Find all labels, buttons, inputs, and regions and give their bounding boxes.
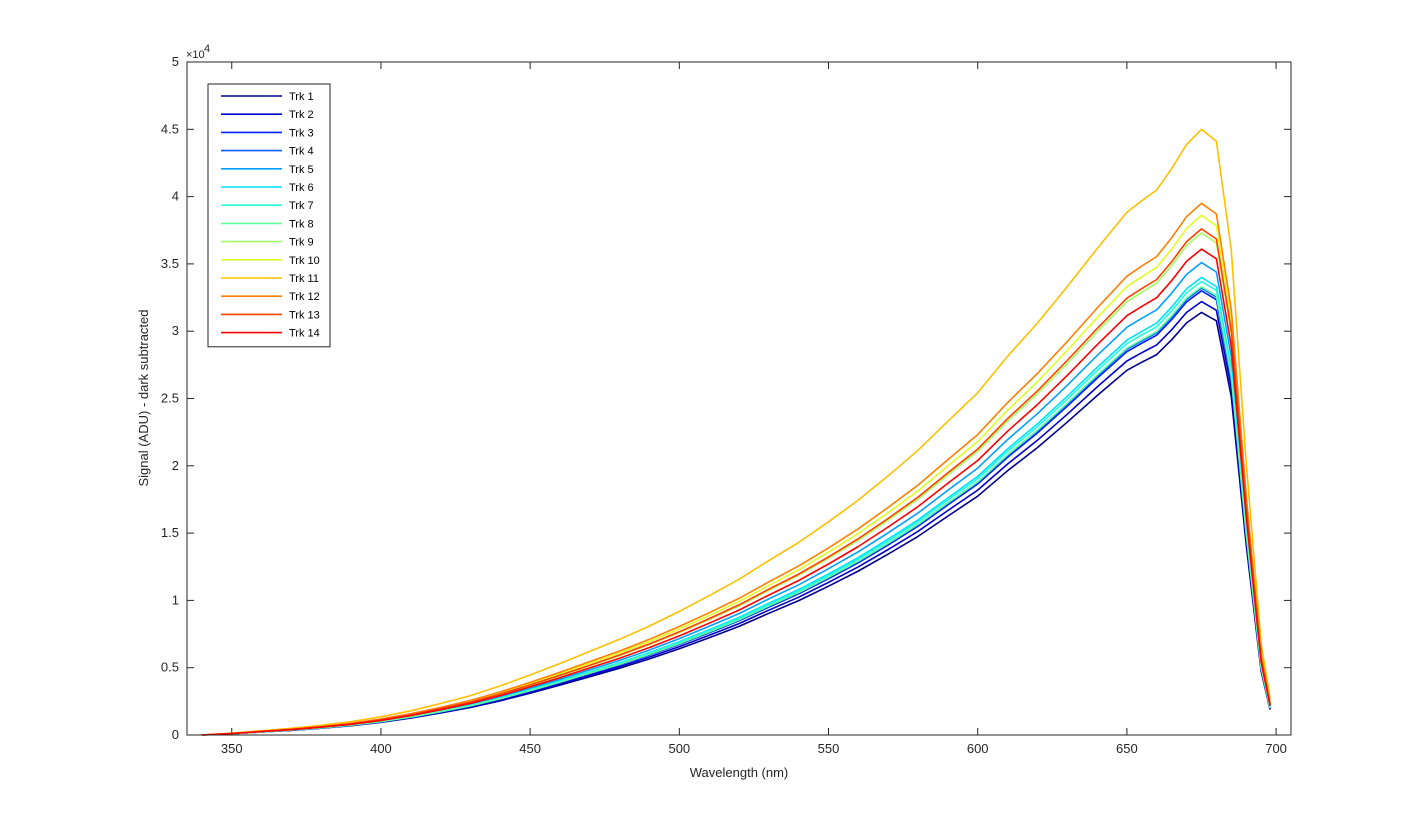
series-line-trk-12 bbox=[201, 202, 1271, 736]
y-tick-label: 0.5 bbox=[161, 660, 179, 675]
y-tick-label: 4 bbox=[172, 189, 179, 204]
y-tick-label: 3.5 bbox=[161, 256, 179, 271]
y-tick-label: 2.5 bbox=[161, 391, 179, 406]
x-tick-label: 550 bbox=[818, 741, 840, 756]
series-line-trk-8 bbox=[201, 286, 1271, 736]
x-tick-label: 350 bbox=[221, 741, 243, 756]
y-multiplier-exponent: 4 bbox=[204, 43, 210, 55]
x-tick-label: 650 bbox=[1116, 741, 1138, 756]
x-tick-label: 700 bbox=[1265, 741, 1287, 756]
x-tick-label: 600 bbox=[967, 741, 989, 756]
x-tick-label: 500 bbox=[668, 741, 690, 756]
y-tick-label: 1 bbox=[172, 592, 179, 607]
legend-label: Trk 6 bbox=[289, 182, 314, 194]
legend-label: Trk 8 bbox=[289, 218, 314, 230]
y-tick-label: 0 bbox=[172, 727, 179, 742]
plot-area bbox=[187, 62, 1291, 735]
series-group bbox=[201, 128, 1271, 736]
legend-label: Trk 12 bbox=[289, 291, 320, 303]
y-tick-label: 3 bbox=[172, 323, 179, 338]
legend-label: Trk 5 bbox=[289, 164, 314, 176]
legend: Trk 1 Trk 2 Trk 3 Trk 4 Trk 5 Trk 6 Trk 7 Trk 8… bbox=[207, 83, 331, 348]
x-tick-label: 450 bbox=[519, 741, 541, 756]
y-tick-label: 4.5 bbox=[161, 121, 179, 136]
legend-box bbox=[207, 83, 331, 348]
y-axis-title: Signal (ADU) - dark subtracted bbox=[136, 309, 151, 486]
legend-label: Trk 3 bbox=[289, 127, 314, 139]
x-tick-label: 400 bbox=[370, 741, 392, 756]
legend-label: Trk 14 bbox=[289, 328, 320, 340]
legend-label: Trk 11 bbox=[289, 273, 319, 285]
legend-label: Trk 10 bbox=[289, 255, 320, 267]
legend-label: Trk 13 bbox=[289, 309, 320, 321]
legend-label: Trk 4 bbox=[289, 146, 314, 158]
legend-label: Trk 7 bbox=[289, 200, 314, 212]
x-axis-title: Wavelength (nm) bbox=[690, 765, 789, 780]
y-tick-label: 1.5 bbox=[161, 525, 179, 540]
legend-label: Trk 1 bbox=[289, 91, 314, 103]
series-line-trk-14 bbox=[201, 248, 1271, 736]
x-axis-ticks: 350 400 450 500 550 600 650 700 bbox=[221, 62, 1287, 756]
y-axis-ticks: 0 0.5 1 1.5 2 2.5 3 3.5 4 4.5 5 bbox=[161, 54, 1291, 742]
y-multiplier-base: ×10 bbox=[186, 49, 205, 61]
legend-label: Trk 2 bbox=[289, 109, 314, 121]
y-tick-label: 2 bbox=[172, 458, 179, 473]
series-line-trk-11 bbox=[201, 128, 1271, 736]
y-tick-label: 5 bbox=[172, 54, 179, 69]
legend-label: Trk 9 bbox=[289, 237, 314, 249]
